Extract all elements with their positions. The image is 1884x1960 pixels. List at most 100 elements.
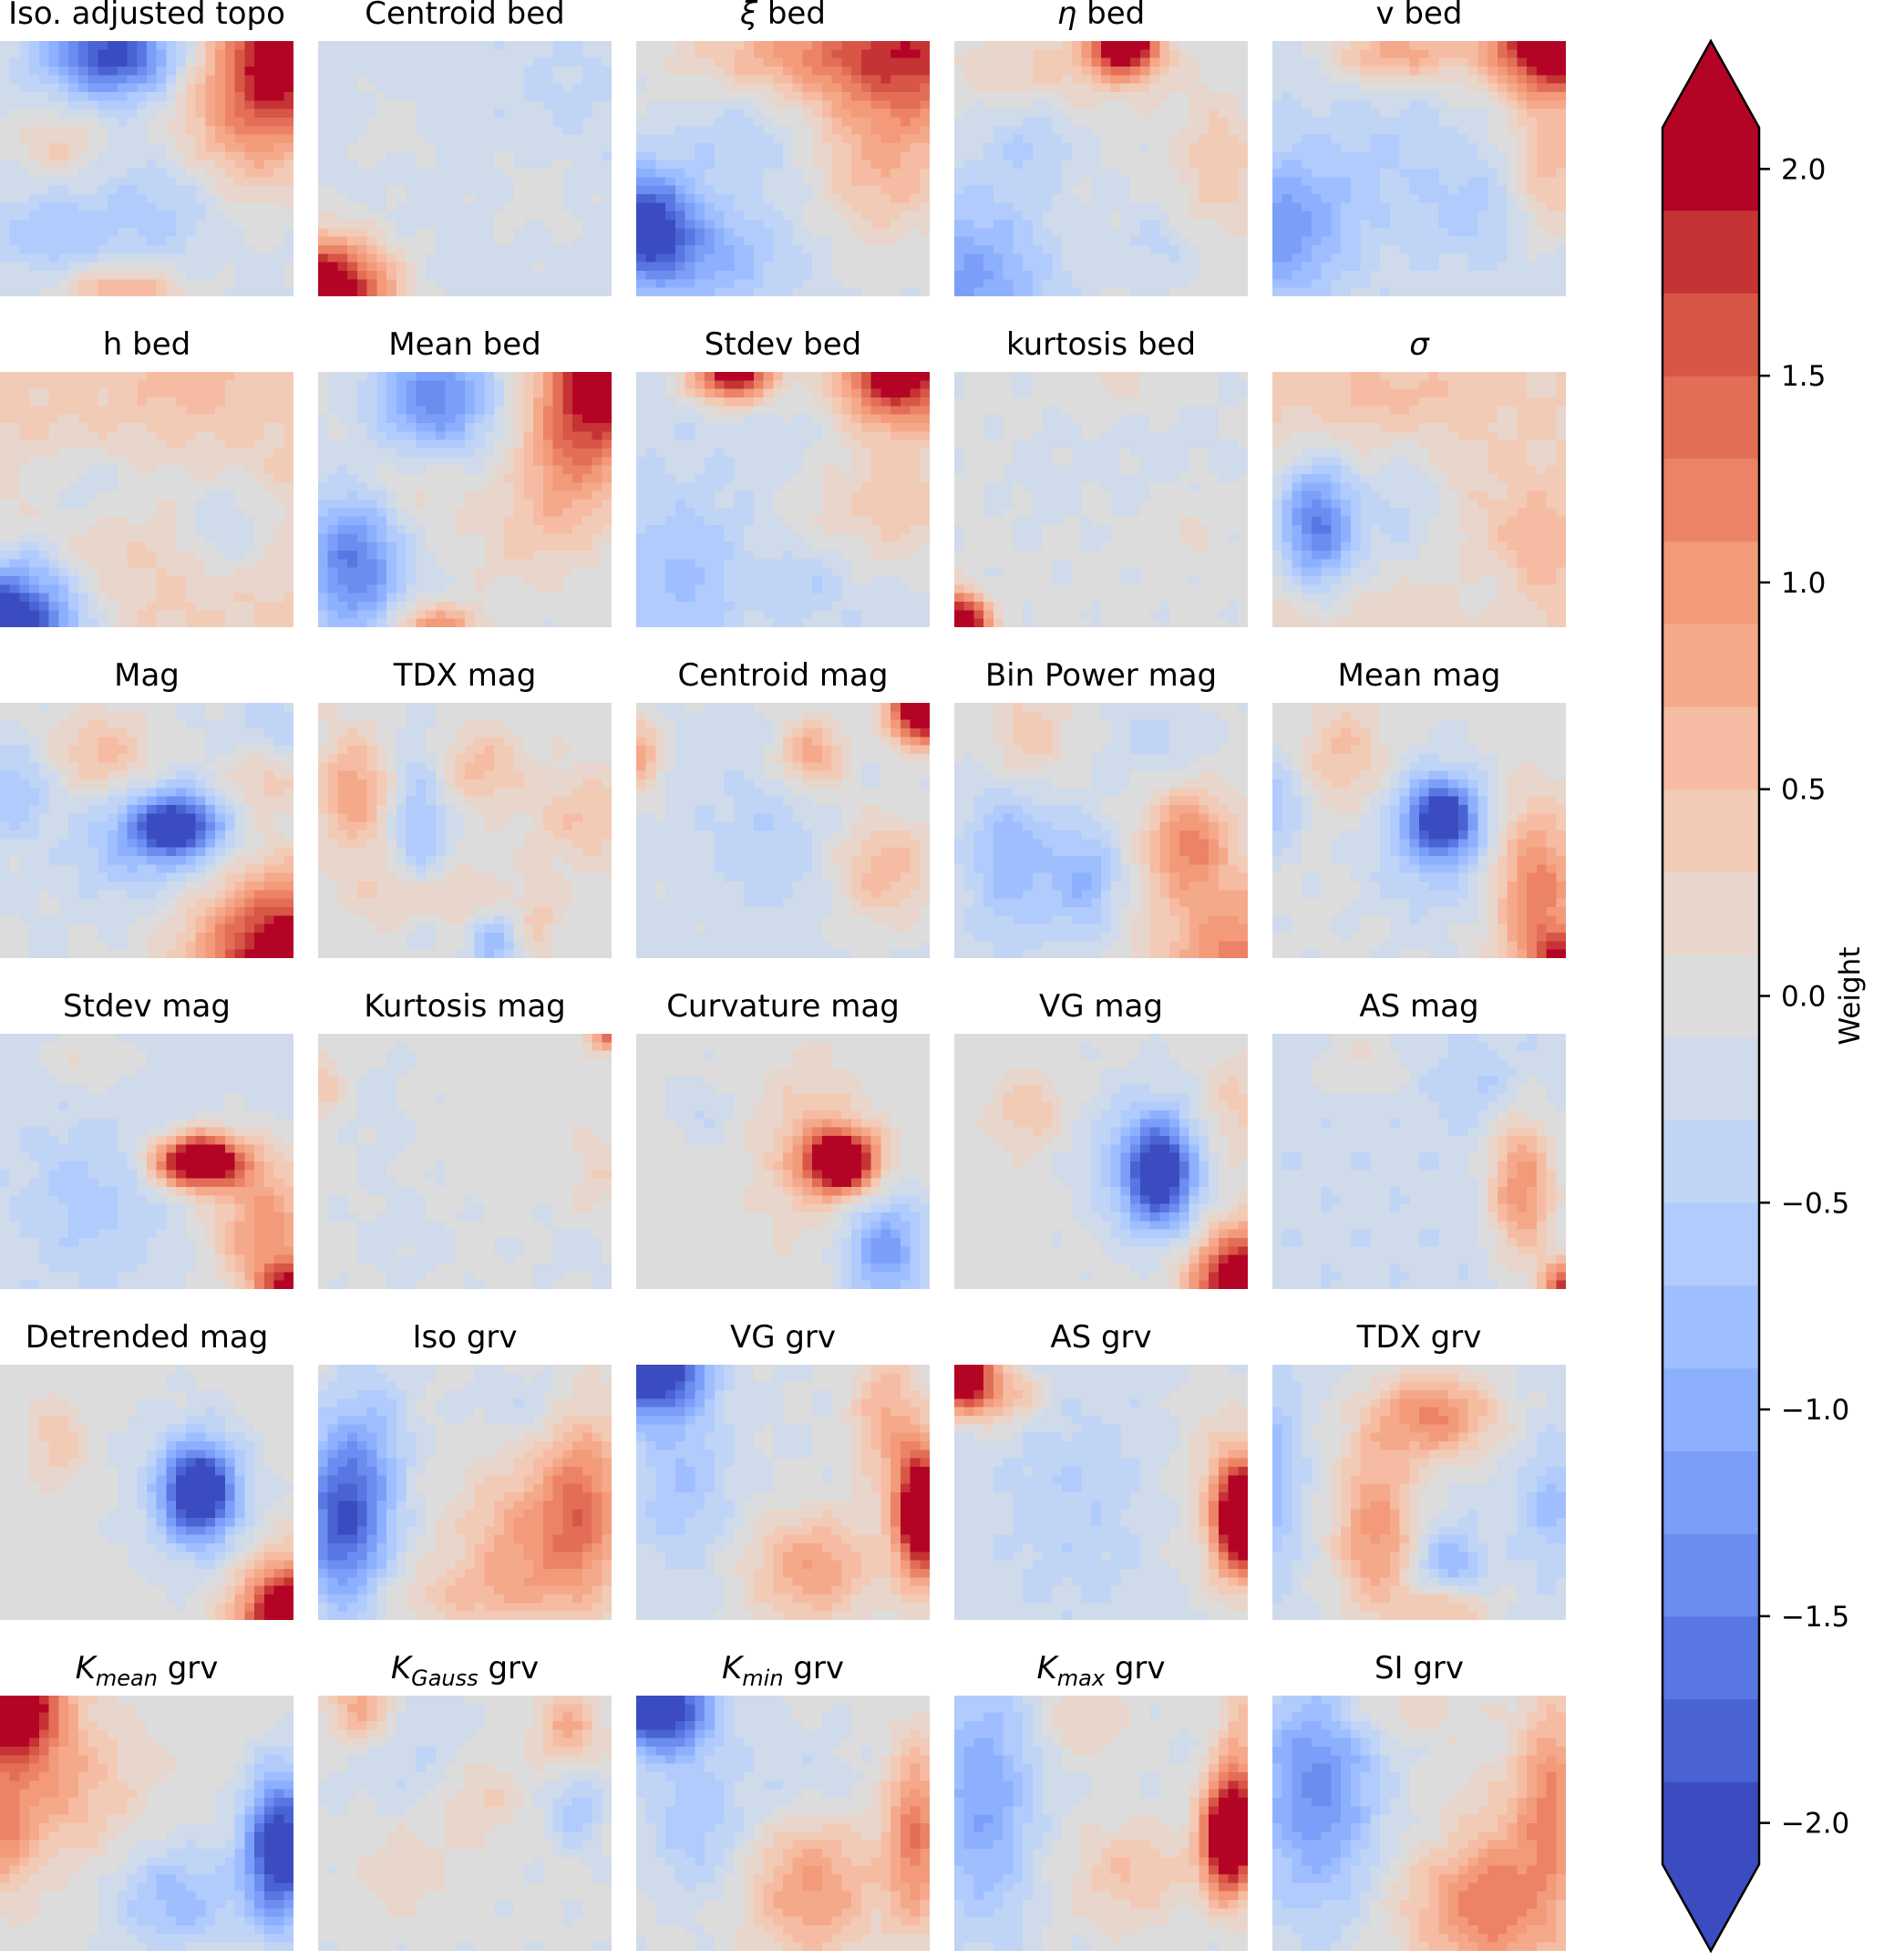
- heatmap-cell: [1159, 118, 1169, 127]
- heatmap-cell: [215, 49, 225, 58]
- heatmap-cell: [235, 58, 245, 67]
- heatmap-cell: [964, 109, 974, 119]
- heatmap-cell: [376, 220, 386, 229]
- heatmap-cell: [1159, 186, 1169, 195]
- heatmap-cell: [1052, 84, 1062, 93]
- heatmap-cell: [1292, 220, 1302, 229]
- heatmap-cell: [1468, 202, 1478, 211]
- heatmap-cell: [186, 211, 196, 221]
- heatmap-cell: [337, 194, 347, 203]
- heatmap-cell: [1189, 75, 1199, 84]
- heatmap-cell: [582, 202, 592, 211]
- heatmap-cell: [891, 237, 901, 246]
- heatmap-cell: [964, 126, 974, 135]
- heatmap-cell: [1189, 288, 1199, 296]
- heatmap-cell: [1312, 160, 1322, 170]
- heatmap-cell: [562, 151, 572, 160]
- heatmap-cell: [1322, 49, 1332, 58]
- heatmap-cell: [166, 118, 176, 127]
- heatmap-cell: [1429, 177, 1439, 186]
- heatmap-cell: [793, 194, 803, 203]
- heatmap-cell: [1527, 109, 1537, 119]
- heatmap-cell: [186, 237, 196, 246]
- heatmap-cell: [416, 118, 426, 127]
- heatmap-cell: [446, 263, 456, 272]
- heatmap-cell: [318, 271, 328, 280]
- heatmap-cell: [851, 177, 861, 186]
- heatmap-cell: [954, 109, 964, 119]
- heatmap-cell: [695, 126, 705, 135]
- heatmap-cell: [118, 237, 128, 246]
- heatmap-cell: [911, 49, 921, 58]
- heatmap-cell: [1547, 58, 1557, 67]
- heatmap-cell: [235, 389, 245, 398]
- heatmap-cell: [734, 84, 744, 93]
- heatmap-cell: [533, 245, 543, 254]
- heatmap-cell: [475, 194, 485, 203]
- heatmap-cell: [1488, 220, 1498, 229]
- heatmap-cell: [553, 75, 563, 84]
- heatmap-cell: [49, 440, 59, 449]
- heatmap-cell: [186, 228, 196, 237]
- heatmap-cell: [793, 126, 803, 135]
- heatmap-cell: [802, 151, 812, 160]
- heatmap-cell: [602, 220, 612, 229]
- heatmap-cell: [744, 160, 754, 170]
- heatmap-cell: [911, 220, 921, 229]
- heatmap-cell: [225, 380, 235, 389]
- heatmap-cell: [118, 49, 128, 58]
- heatmap-cell: [475, 271, 485, 280]
- heatmap-cell: [1370, 202, 1380, 211]
- heatmap-cell: [832, 135, 842, 144]
- heatmap-cell: [871, 109, 881, 119]
- heatmap-cell: [157, 169, 167, 178]
- heatmap-cell: [78, 109, 88, 119]
- heatmap-cell: [1013, 220, 1023, 229]
- heatmap-cell: [19, 58, 29, 67]
- heatmap-cell: [562, 118, 572, 127]
- heatmap-cell: [1380, 194, 1390, 203]
- heatmap-cell: [1179, 109, 1189, 119]
- heatmap-cell: [1341, 67, 1351, 76]
- heatmap-cell: [274, 58, 284, 67]
- heatmap-cell: [98, 288, 108, 296]
- heatmap-cell: [1390, 271, 1400, 280]
- heatmap-cell: [283, 482, 293, 491]
- heatmap-cell: [19, 84, 29, 93]
- heatmap-cell: [465, 109, 475, 119]
- heatmap-cell: [225, 288, 235, 296]
- heatmap-cell: [88, 109, 98, 119]
- heatmap-cell: [215, 279, 225, 288]
- heatmap-cell: [166, 482, 176, 491]
- heatmap-cell: [685, 245, 695, 254]
- heatmap-cell: [446, 109, 456, 119]
- heatmap-cell: [754, 84, 764, 93]
- heatmap-cell: [215, 449, 225, 458]
- heatmap-cell: [328, 271, 338, 280]
- heatmap-cell: [1189, 135, 1199, 144]
- heatmap-cell: [705, 49, 715, 58]
- heatmap-cell: [68, 143, 78, 152]
- heatmap-cell: [1072, 92, 1082, 101]
- heatmap-cell: [1302, 126, 1312, 135]
- heatmap-cell: [802, 41, 812, 50]
- heatmap-cell: [1419, 118, 1429, 127]
- heatmap-svg: [0, 41, 293, 296]
- heatmap-cell: [157, 372, 167, 381]
- heatmap-cell: [68, 58, 78, 67]
- heatmap-cell: [166, 423, 176, 432]
- heatmap-cell: [49, 457, 59, 466]
- heatmap-cell: [562, 228, 572, 237]
- heatmap-cell: [186, 109, 196, 119]
- heatmap-cell: [108, 186, 118, 195]
- heatmap-cell: [1033, 237, 1043, 246]
- heatmap-cell: [1091, 49, 1101, 58]
- heatmap-cell: [1556, 135, 1566, 144]
- heatmap-cell: [764, 186, 774, 195]
- heatmap-cell: [1130, 271, 1140, 280]
- heatmap-cell: [1361, 288, 1371, 296]
- heatmap-cell: [147, 202, 157, 211]
- heatmap-cell: [386, 151, 396, 160]
- heatmap-cell: [1351, 160, 1361, 170]
- heatmap-cell: [911, 118, 921, 127]
